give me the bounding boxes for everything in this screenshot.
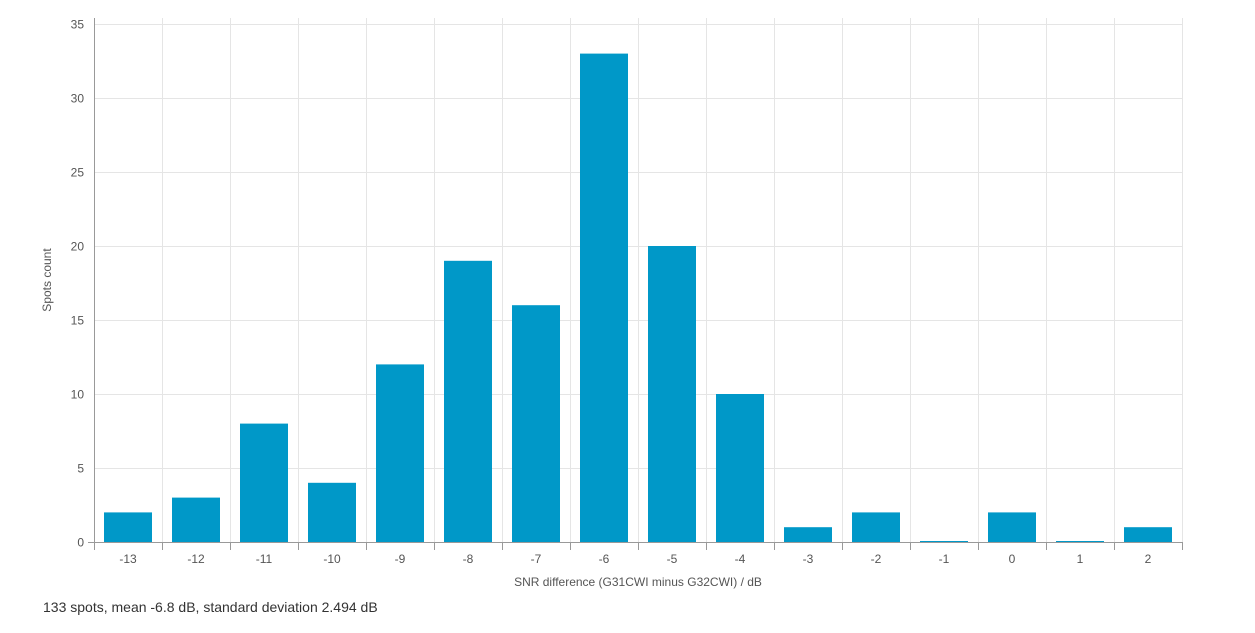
y-tick-label: 30 — [71, 92, 85, 106]
x-tick-label: -3 — [803, 552, 814, 566]
bar — [852, 512, 900, 542]
bar — [1124, 527, 1172, 542]
y-tick-label: 10 — [71, 388, 85, 402]
bar — [172, 497, 220, 542]
x-axis-label: SNR difference (G31CWI minus G32CWI) / d… — [514, 575, 762, 589]
x-tick-label: -11 — [256, 552, 273, 566]
bar — [1056, 541, 1104, 542]
x-tick-label: -6 — [599, 552, 610, 566]
bar — [104, 512, 152, 542]
x-tick-label: 0 — [1009, 552, 1016, 566]
x-tick-label: 1 — [1077, 552, 1084, 566]
y-tick-label: 25 — [71, 166, 85, 180]
axes — [88, 18, 1183, 550]
y-tick-label: 35 — [71, 18, 85, 32]
bar — [512, 305, 560, 542]
bar — [716, 394, 764, 542]
x-tick-label: -5 — [667, 552, 678, 566]
bars — [104, 53, 1172, 542]
y-tick-label: 15 — [71, 314, 85, 328]
y-axis-label: Spots count — [40, 248, 54, 312]
x-tick-label: -9 — [395, 552, 406, 566]
x-tick-label: -8 — [463, 552, 474, 566]
x-tick-label: -1 — [939, 552, 950, 566]
x-tick-label: -4 — [735, 552, 746, 566]
bar — [240, 423, 288, 542]
x-tick-label: 2 — [1145, 552, 1152, 566]
bar — [444, 260, 492, 542]
x-tick-label: -13 — [119, 552, 137, 566]
y-tick-label: 20 — [71, 240, 85, 254]
bar — [376, 364, 424, 542]
grid-lines — [94, 18, 1183, 542]
y-tick-label: 5 — [77, 462, 84, 476]
x-tick-label: -12 — [187, 552, 205, 566]
y-tick-labels: 0 5 10 15 20 25 30 35 — [71, 18, 85, 550]
bar — [784, 527, 832, 542]
bar — [308, 482, 356, 542]
x-tick-label: -7 — [531, 552, 542, 566]
x-tick-labels: -13 -12 -11 -10 -9 -8 -7 -6 -5 -4 -3 -2 -1 0 1 2 — [119, 552, 1151, 566]
bar — [648, 246, 696, 542]
bar — [988, 512, 1036, 542]
bar — [580, 53, 628, 542]
x-tick-label: -10 — [323, 552, 341, 566]
summary-text: 133 spots, mean -6.8 dB, standard deviat… — [43, 599, 378, 615]
bar — [920, 541, 968, 542]
y-tick-label: 0 — [77, 536, 84, 550]
x-tick-label: -2 — [871, 552, 882, 566]
